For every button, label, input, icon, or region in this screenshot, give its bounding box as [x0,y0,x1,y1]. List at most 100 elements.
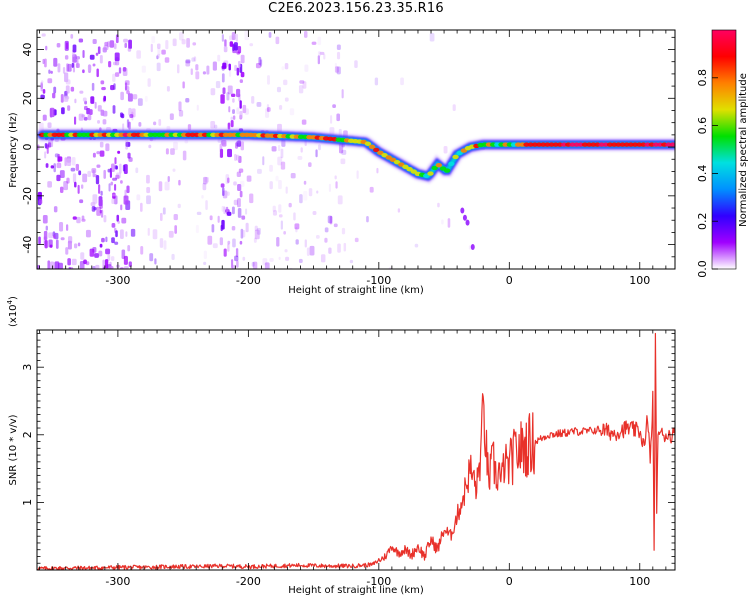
heatmap-ridge-cell [427,171,434,176]
heatmap-noise-speck [125,141,131,147]
heatmap-noise-speck [225,208,229,217]
heatmap-noise-speck [167,176,170,182]
heatmap-noise-speck [219,143,223,153]
heatmap-noise-speck [289,108,295,116]
colorbar-label: Normalized spectral amplitude [738,73,749,227]
heatmap-noise-speck [275,36,280,45]
heatmap-noise-speck [90,96,95,104]
heatmap-noise-speck [112,73,116,82]
heatmap-noise-speck [110,181,114,186]
heatmap-noise-speck [120,204,123,211]
heatmap-noise-speck [254,229,260,240]
heatmap-noise-speck [447,218,451,228]
heatmap-noise-speck [174,225,177,234]
heatmap-noise-speck [74,98,77,104]
heatmap-ridge-cell [448,161,455,166]
heatmap-noise-speck [102,259,105,268]
heatmap-noise-speck [75,163,79,171]
heatmap-noise-speck [96,151,100,155]
heatmap-noise-speck [315,235,320,239]
heatmap-noise-speck [231,32,236,40]
heatmap-noise-speck [123,255,128,265]
heatmap-noise-speck [146,195,151,205]
heatmap-noise-speck [57,153,61,163]
heatmap-noise-speck [237,60,241,68]
heatmap-noise-speck [336,51,341,60]
heatmap-noise-speck [112,193,117,197]
x-tick-label: 100 [629,575,650,588]
heatmap-noise-speck [92,152,96,158]
heatmap-noise-speck [202,71,207,75]
heatmap-noise-speck [66,63,69,72]
heatmap-noise-speck [397,208,401,213]
heatmap-noise-speck [185,97,190,103]
heatmap-noise-speck [44,142,48,149]
heatmap-noise-speck [192,42,197,46]
heatmap-noise-speck [48,69,51,74]
heatmap-noise-speck [156,62,161,72]
heatmap-noise-speck [140,245,144,255]
heatmap-noise-speck [330,115,333,124]
heatmap-noise-speck [300,147,303,153]
heatmap-noise-speck [236,88,241,98]
heatmap-noise-speck [298,85,304,94]
heatmap-noise-speck [78,38,84,43]
heatmap-noise-speck [244,30,250,41]
heatmap-ridge-cell [373,147,380,153]
heatmap-noise-speck [87,114,92,121]
heatmap-noise-speck [230,116,234,121]
heatmap-noise-speck [117,220,120,224]
heatmap-noise-speck [127,93,133,102]
heatmap-noise-speck [112,177,118,181]
heatmap-noise-speck [48,232,54,239]
heatmap-noise-speck [54,261,60,269]
heatmap-noise-speck [111,163,115,172]
heatmap-noise-speck [217,54,221,62]
heatmap-noise-speck [128,121,131,130]
heatmap-noise-speck [66,158,72,166]
x-tick-label: 0 [506,274,513,287]
heatmap-noise-speck [72,173,77,183]
colorbar-gradient [711,29,737,270]
heatmap-noise-speck [236,107,240,115]
heatmap-noise-speck [304,64,309,72]
heatmap-noise-speck [223,206,226,215]
heatmap-noise-speck [115,230,118,238]
heatmap-noise-speck [219,237,223,246]
heatmap-noise-speck [196,211,202,215]
heatmap-noise-speck [227,177,230,184]
heatmap-noise-speck [123,266,129,269]
heatmap-noise-speck [80,252,85,260]
heatmap-noise-speck [70,33,74,39]
heatmap-noise-speck [44,58,47,68]
heatmap-y-axis: -40 -20 0 20 40 [21,36,675,270]
heatmap-noise-speck [308,162,312,167]
heatmap-noise-speck [92,39,97,45]
heatmap-noise-speck [97,119,101,124]
heatmap-noise-speck [266,104,270,113]
heatmap-noise-speck [53,163,56,173]
heatmap-noise-speck [45,225,48,231]
heatmap-noise-speck [240,54,245,64]
heatmap-noise-speck [317,55,321,65]
heatmap-noise-speck [101,87,106,91]
heatmap-noise-speck [85,229,91,238]
heatmap-noise-speck [233,181,237,186]
heatmap-noise-speck [70,86,75,92]
heatmap-noise-speck [323,53,326,60]
heatmap-noise-speck [254,225,258,232]
heatmap-noise-speck [232,109,235,115]
heatmap-noise-speck [203,250,207,260]
heatmap-noise-speck [127,244,131,252]
x-tick-label: -200 [236,575,261,588]
heatmap-ridge-cell [470,244,475,251]
heatmap-noise-speck [227,122,231,130]
heatmap-noise-speck [284,249,288,253]
heatmap-noise-speck [104,41,109,46]
heatmap-noise-speck [190,68,193,75]
heatmap-noise-speck [45,45,48,51]
heatmap-noise-speck [222,62,227,69]
heatmap-noise-speck [108,61,112,68]
heatmap-noise-speck [53,206,58,213]
